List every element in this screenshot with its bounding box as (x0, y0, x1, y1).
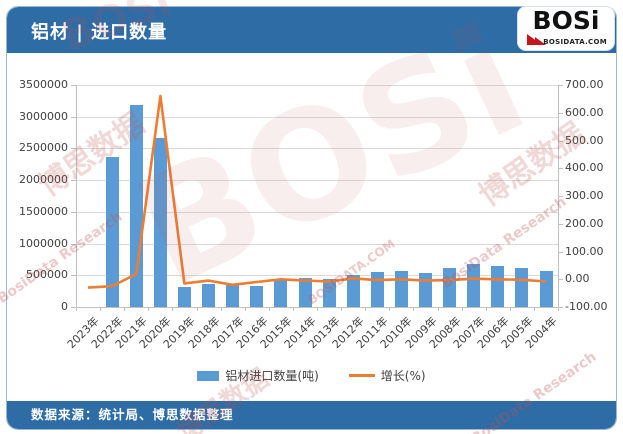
logo-domain-text: BOSIDATA.COM (543, 38, 607, 46)
bosi-logo: BOSi BOSIDATA.COM (518, 7, 614, 50)
logo-triangle-icon (527, 34, 542, 45)
logo-triangle-icon (535, 37, 546, 45)
legend-bar-swatch-icon (197, 370, 220, 381)
legend-item-line: 增长(%) (348, 367, 426, 384)
chart-legend: 铝材进口数量(吨) 增长(%) (0, 367, 623, 384)
legend-label: 增长(%) (380, 369, 426, 383)
legend-item-bars: 铝材进口数量(吨) (197, 367, 319, 384)
legend-line-swatch-icon (348, 374, 375, 377)
chart-title: 铝材 | 进口数量 (31, 22, 168, 43)
footer-bar: 数据来源：统计局、博思数据整理 (7, 401, 616, 429)
logo-brand-text: BOSi (532, 6, 600, 35)
header-bar: 铝材 | 进口数量 (7, 7, 616, 53)
data-source-note: 数据来源：统计局、博思数据整理 (31, 407, 234, 422)
legend-label: 铝材进口数量(吨) (225, 369, 319, 383)
